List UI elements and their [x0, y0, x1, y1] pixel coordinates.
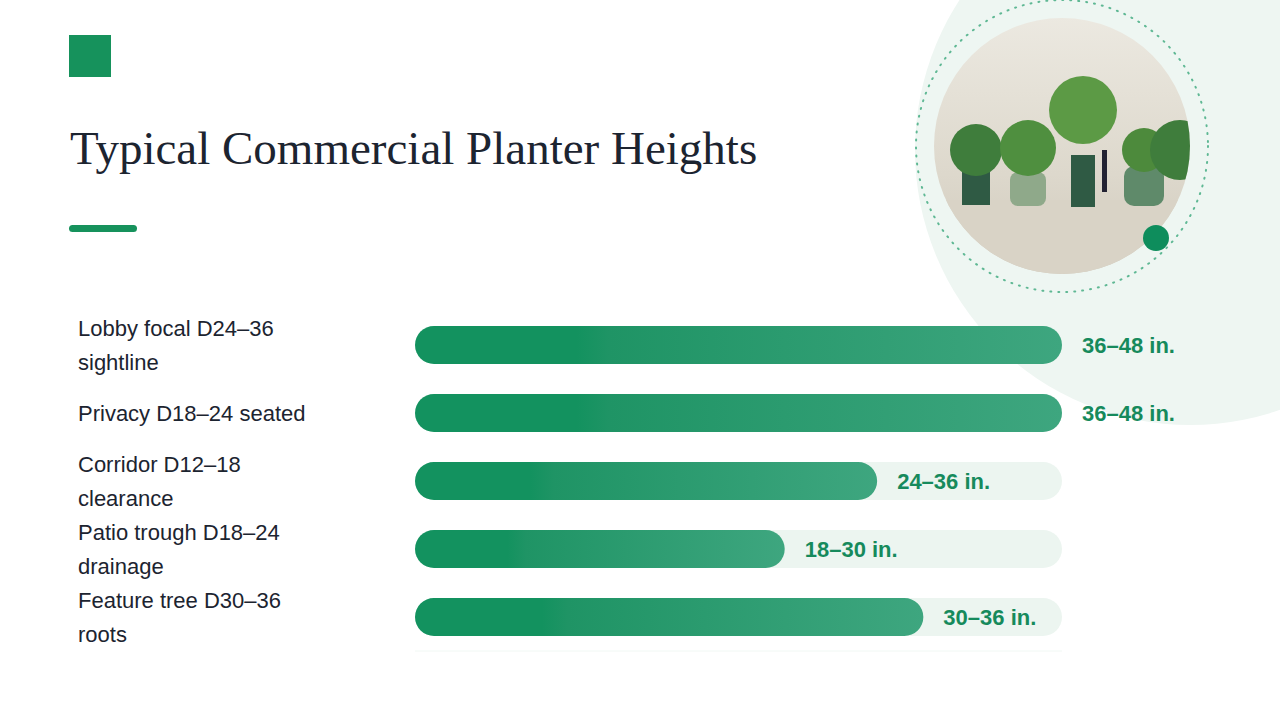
- svg-text:Lobby focal D24–36sightline: Lobby focal D24–36sightline: [78, 316, 274, 375]
- svg-text:Feature tree D30–36roots: Feature tree D30–36roots: [78, 588, 281, 647]
- svg-text:36–48 in.: 36–48 in.: [1082, 333, 1175, 358]
- svg-text:30–36 in.: 30–36 in.: [943, 605, 1036, 630]
- svg-text:Typical Commercial Planter Hei: Typical Commercial Planter Heights: [70, 122, 757, 174]
- svg-text:Privacy D18–24 seated: Privacy D18–24 seated: [78, 401, 305, 426]
- svg-text:36–48 in.: 36–48 in.: [1082, 401, 1175, 426]
- svg-text:Patio trough D18–24drainage: Patio trough D18–24drainage: [78, 520, 280, 579]
- svg-text:18–30 in.: 18–30 in.: [805, 537, 898, 562]
- svg-text:24–36 in.: 24–36 in.: [897, 469, 990, 494]
- svg-text:Corridor D12–18clearance: Corridor D12–18clearance: [78, 452, 241, 511]
